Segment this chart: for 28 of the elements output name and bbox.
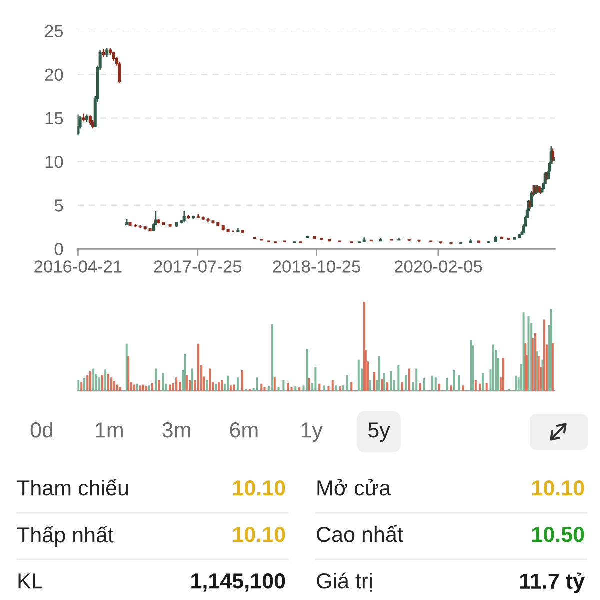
y-tick-label: 0 [54,243,64,256]
y-tick-label: 5 [54,200,64,212]
text: 10.10 [532,480,584,496]
category-label: Giá trị [317,572,372,592]
text: 10.50 [532,527,584,542]
x-tick-label: 2018-10-25 [273,260,360,273]
x-tick-label: 2016-04-21 [34,260,122,273]
text: 10.10 [233,527,286,542]
category-label: 0d [30,422,53,438]
category-label: 5y [368,422,390,442]
category-label: Tham chiếu [17,479,128,496]
text: 11.7 tỷ [520,572,585,594]
category-label: Cao nhất [317,526,404,542]
text: 10.10 [233,480,286,496]
category-label: 6m [230,422,258,438]
category-label: 1m [96,422,123,438]
category-label: 1y [302,422,323,442]
y-tick-label: 10 [46,156,64,168]
category-label: KL [18,574,43,589]
text: 1,145,100 [192,574,286,592]
x-tick-label: 2020-02-05 [394,260,482,273]
category-label: 3m [162,422,190,438]
y-tick-label: 20 [45,68,64,82]
y-tick-label: 25 [45,25,64,38]
category-label: Thấp nhất [17,526,114,548]
x-tick-label: 2017-07-25 [154,260,242,273]
y-tick-label: 15 [46,112,64,125]
category-label: Mở cửa [318,479,392,496]
